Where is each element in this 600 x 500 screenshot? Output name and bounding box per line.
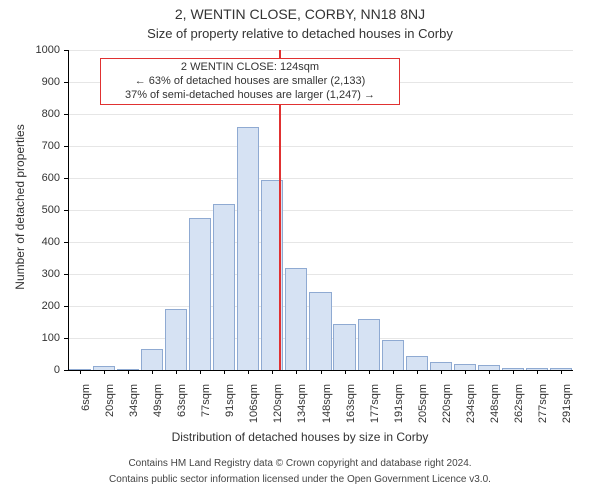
y-axis-line bbox=[68, 50, 69, 370]
gridline bbox=[68, 114, 573, 115]
gridline bbox=[68, 242, 573, 243]
y-tick-label: 500 bbox=[24, 204, 60, 216]
annotation-line: 2 WENTIN CLOSE: 124sqm bbox=[107, 61, 393, 75]
chart-title-main: 2, WENTIN CLOSE, CORBY, NN18 8NJ bbox=[0, 6, 600, 22]
histogram-bar bbox=[333, 324, 355, 370]
x-tick-label: 291sqm bbox=[561, 384, 573, 434]
y-tick-label: 100 bbox=[24, 332, 60, 344]
histogram-bar bbox=[213, 204, 235, 370]
x-tick-label: 177sqm bbox=[369, 384, 381, 434]
x-tick-label: 248sqm bbox=[489, 384, 501, 434]
histogram-bar bbox=[141, 349, 163, 370]
histogram-bar bbox=[309, 292, 331, 370]
x-tick-label: 34sqm bbox=[128, 384, 140, 434]
histogram-bar bbox=[285, 268, 307, 370]
y-tick-label: 800 bbox=[24, 108, 60, 120]
y-tick-label: 300 bbox=[24, 268, 60, 280]
x-tick-label: 191sqm bbox=[393, 384, 405, 434]
x-tick-label: 77sqm bbox=[200, 384, 212, 434]
x-tick-label: 49sqm bbox=[152, 384, 164, 434]
footer-line-1: Contains HM Land Registry data © Crown c… bbox=[0, 458, 600, 469]
y-tick-label: 1000 bbox=[24, 44, 60, 56]
footer-line-2: Contains public sector information licen… bbox=[0, 474, 600, 485]
y-tick-label: 0 bbox=[24, 364, 60, 376]
x-tick-label: 163sqm bbox=[345, 384, 357, 434]
x-tick-label: 262sqm bbox=[513, 384, 525, 434]
y-tick-label: 900 bbox=[24, 76, 60, 88]
x-tick-label: 20sqm bbox=[104, 384, 116, 434]
y-tick-label: 400 bbox=[24, 236, 60, 248]
gridline bbox=[68, 50, 573, 51]
x-axis-line bbox=[68, 370, 573, 371]
x-tick-label: 120sqm bbox=[272, 384, 284, 434]
histogram-bar bbox=[165, 309, 187, 370]
x-tick-label: 91sqm bbox=[224, 384, 236, 434]
histogram-bar bbox=[358, 319, 380, 370]
gridline bbox=[68, 274, 573, 275]
x-tick-label: 106sqm bbox=[248, 384, 260, 434]
x-tick-label: 63sqm bbox=[176, 384, 188, 434]
gridline bbox=[68, 178, 573, 179]
y-tick-label: 700 bbox=[24, 140, 60, 152]
chart-title-sub: Size of property relative to detached ho… bbox=[0, 26, 600, 41]
x-tick-label: 134sqm bbox=[296, 384, 308, 434]
gridline bbox=[68, 210, 573, 211]
histogram-bar bbox=[382, 340, 404, 370]
x-tick-label: 148sqm bbox=[321, 384, 333, 434]
x-tick-label: 277sqm bbox=[537, 384, 549, 434]
gridline bbox=[68, 146, 573, 147]
y-tick-label: 200 bbox=[24, 300, 60, 312]
y-tick-label: 600 bbox=[24, 172, 60, 184]
histogram-bar bbox=[430, 362, 452, 370]
annotation-line: ← 63% of detached houses are smaller (2,… bbox=[107, 75, 393, 89]
annotation-line: 37% of semi-detached houses are larger (… bbox=[107, 89, 393, 103]
histogram-bar bbox=[406, 356, 428, 370]
figure: 2, WENTIN CLOSE, CORBY, NN18 8NJ Size of… bbox=[0, 0, 600, 500]
x-tick-label: 6sqm bbox=[80, 384, 92, 434]
annotation-box: 2 WENTIN CLOSE: 124sqm← 63% of detached … bbox=[100, 58, 400, 105]
x-tick-label: 220sqm bbox=[441, 384, 453, 434]
x-tick-label: 234sqm bbox=[465, 384, 477, 434]
x-tick-label: 205sqm bbox=[417, 384, 429, 434]
histogram-bar bbox=[237, 127, 259, 370]
histogram-bar bbox=[189, 218, 211, 370]
